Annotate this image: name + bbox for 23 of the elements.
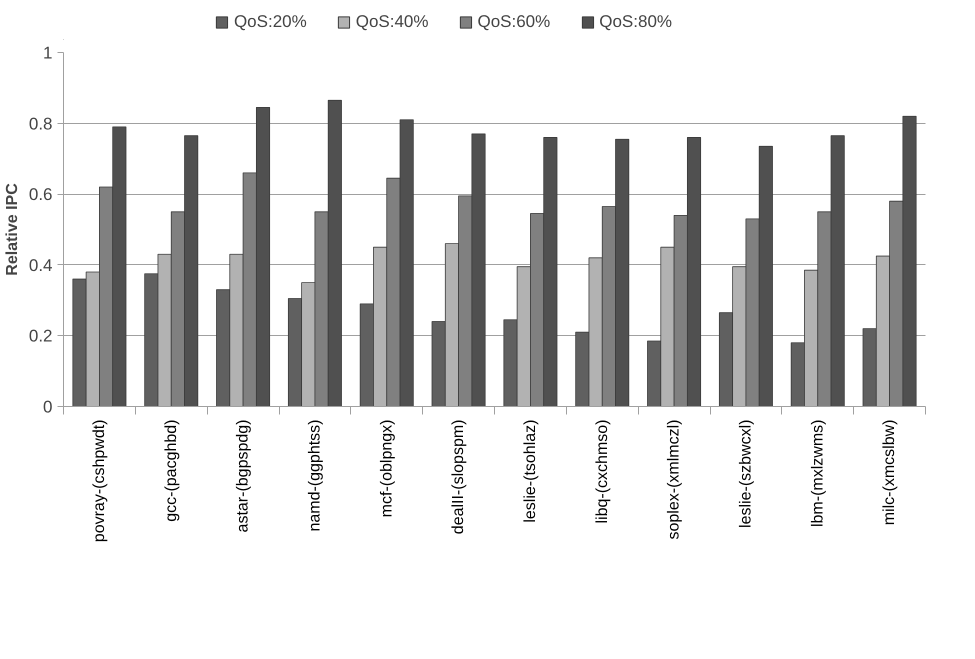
y-axis-title: Relative IPC: [4, 182, 21, 276]
x-tick-label: leslie-(tsohlaz): [522, 420, 539, 523]
x-tick-label: namd-(ggphtss): [306, 420, 324, 532]
y-tick-label: 0.8: [28, 114, 53, 134]
y-tick-label: 0.6: [28, 185, 53, 204]
x-tick-label: milc-(xmcslbw): [881, 419, 898, 526]
x-tick-label: lbm-(mxlzwms): [809, 420, 826, 528]
x-tick-label: soplex-(xmlmczl): [666, 420, 683, 540]
y-tick-label: 1: [43, 44, 53, 62]
x-tick-label: leslie-(szbwcxl): [737, 420, 754, 528]
legend-label: QoS:40%: [356, 12, 428, 32]
y-tick-label: 0: [43, 398, 53, 416]
x-tick-label: libq-(cxchmso): [594, 420, 611, 524]
y-tick-label: 0.2: [28, 326, 53, 346]
legend-label: QoS:80%: [599, 12, 672, 32]
y-tick-label: 0.4: [28, 256, 53, 275]
legend-label: QoS:20%: [234, 12, 307, 32]
x-tick-label: mcf-(oblpngx): [378, 419, 396, 518]
x-tick-label: astar-(bgpspdg): [234, 419, 252, 532]
x-tick-label: povray-(cshpwdt): [90, 420, 108, 542]
x-tick-label: gcc-(pacghbd): [162, 419, 180, 522]
x-tick-label: dealII-(slopspm): [450, 420, 468, 534]
legend-label: QoS:60%: [477, 12, 550, 32]
